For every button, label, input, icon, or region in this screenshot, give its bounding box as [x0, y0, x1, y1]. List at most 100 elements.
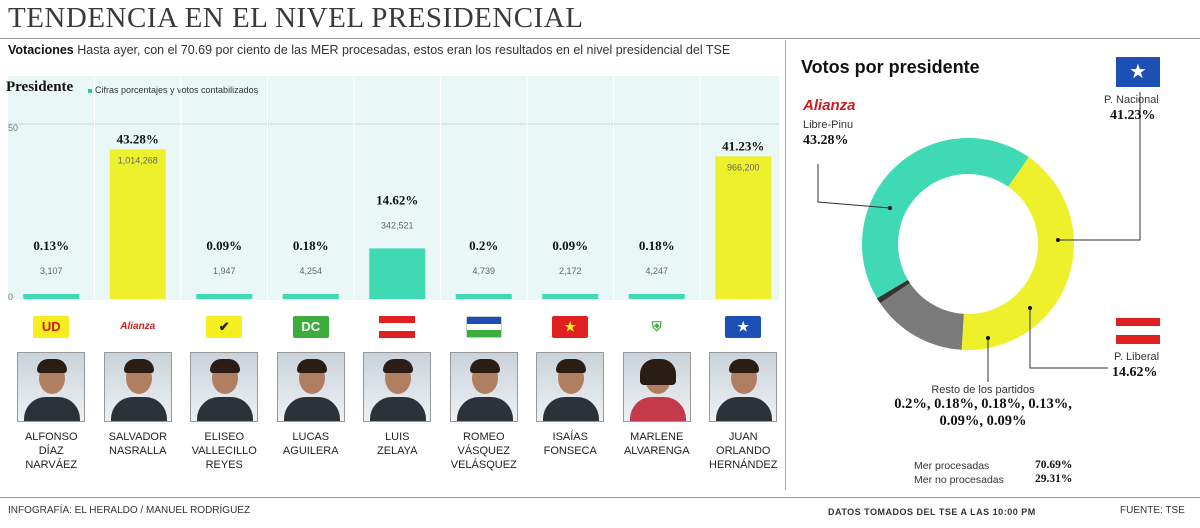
bar: [109, 149, 166, 299]
leader-nacional: [1058, 92, 1141, 241]
bar-votes-label: 4,247: [645, 266, 668, 276]
liberal-flag-icon: [1116, 318, 1160, 344]
bar-pct-label: 0.18%: [293, 238, 329, 253]
bar: [455, 294, 512, 299]
candidate-name-line: DÍAZ: [38, 445, 64, 457]
candidate-name: JUAN ORLANDO HERNÁNDEZ: [698, 430, 788, 472]
candidate-name-line: JUAN: [728, 431, 758, 443]
bar-votes-label: 1,947: [213, 266, 236, 276]
subtitle-bold: Votaciones: [8, 43, 74, 57]
dc-logo: DC: [292, 316, 329, 338]
alianza-pct: 43.28%: [803, 133, 849, 148]
liberal-pct: 14.62%: [1112, 365, 1158, 380]
legend-square-icon: [88, 88, 92, 93]
liberal-flag-logo: [379, 316, 416, 338]
bar-votes-label: 1,014,268: [118, 155, 158, 165]
candidate-name-line: ORLANDO: [716, 445, 771, 457]
subtitle: Votaciones Hasta ayer, con el 70.69 por …: [8, 43, 730, 57]
nacional-pct: 41.23%: [1110, 108, 1156, 123]
legend-note-text: Cifras porcentajes y votos contabilizado…: [95, 85, 259, 95]
nacional-flag-icon: ★: [1116, 57, 1160, 87]
bar-votes-label: 4,739: [472, 266, 495, 276]
alianza-patriotica-flag-logo: [465, 316, 502, 338]
candidate-photo: [709, 352, 778, 422]
mer-procesadas-label: Mer procesadas: [914, 460, 990, 472]
candidate-name-line: ELISEO: [204, 431, 245, 443]
candidate-name: ROMEO VÁSQUEZ VELÁSQUEZ: [439, 430, 529, 472]
bar-pct-label: 0.2%: [469, 238, 498, 253]
donut-chart: [817, 92, 1141, 382]
candidate-name-line: AGUILERA: [282, 445, 339, 457]
leader-dot: [1056, 238, 1060, 242]
liberal-label: P. Liberal: [1114, 351, 1160, 363]
bar: [369, 248, 426, 299]
candidate-name-line: FONSECA: [543, 445, 597, 457]
candidate-photo: [276, 352, 345, 422]
bar-pct-label: 14.62%: [376, 192, 418, 207]
candidate-name-line: NARVÁEZ: [25, 459, 78, 471]
alianza-logo: Alianza: [803, 97, 856, 114]
resto-values-line2: 0.09%, 0.09%: [939, 413, 1027, 429]
bar: [715, 156, 772, 299]
candidate-photo: [622, 352, 691, 422]
candidate-photo: [190, 352, 259, 422]
alianza-label: Libre-Pinu: [803, 119, 854, 131]
candidate-name-line: LUIS: [385, 431, 410, 443]
y-tick-0: 0: [8, 292, 14, 302]
leader-alianza: [817, 164, 891, 209]
bar-chart: 0.13% 3,107 43.28% 1,014,268 0.09% 1,947 0.18%…: [8, 76, 779, 300]
bar-votes-label: 342,521: [381, 220, 414, 230]
bar: [542, 294, 599, 299]
candidate-name: LUCAS AGUILERA: [266, 430, 356, 458]
candidate-photo: [17, 352, 86, 422]
section-divider: [785, 40, 786, 490]
bar: [282, 294, 339, 299]
bar: [23, 294, 80, 299]
donut-title: Votos por presidente: [801, 57, 980, 77]
footer-divider: [0, 497, 1200, 498]
title-divider: [0, 38, 1200, 39]
candidate-photo: [103, 352, 172, 422]
candidate-name-line: VÁSQUEZ: [457, 445, 511, 457]
mer-no-procesadas-value: 29.31%: [1035, 473, 1073, 485]
candidate-name-line: HERNÁNDEZ: [709, 459, 778, 471]
bar-pct-label: 0.09%: [206, 238, 242, 253]
candidate-name-line: VELÁSQUEZ: [450, 459, 517, 471]
resto-block: Resto de los partidos 0.2%, 0.18%, 0.18%…: [868, 384, 1098, 430]
candidate-photo: [536, 352, 605, 422]
nacional-star-logo: ★: [725, 316, 762, 338]
bar-votes-label: 3,107: [40, 266, 63, 276]
subtitle-text: Hasta ayer, con el 70.69 por ciento de l…: [73, 43, 731, 57]
leader-dot: [1028, 306, 1032, 310]
pinu-star-logo: ★: [552, 316, 589, 338]
nacional-label: P. Nacional: [1104, 94, 1159, 106]
page-title: TENDENCIA EN EL NIVEL PRESIDENCIAL: [8, 2, 584, 34]
leader-liberal: [1029, 308, 1108, 369]
candidate-name: LUIS ZELAYA: [352, 430, 442, 458]
donut-slice: [862, 138, 1029, 299]
bar-chart-title: Presidente: [6, 79, 74, 95]
leader-dot: [986, 336, 990, 340]
alianza-logo: Alianza: [119, 316, 156, 338]
candidate-name-line: ISAÍAS: [552, 431, 588, 443]
resto-values-line1: 0.2%, 0.18%, 0.18%, 0.13%,: [894, 396, 1072, 412]
bar-pct-label: 41.23%: [722, 138, 764, 153]
bar-pct-label: 0.18%: [639, 238, 675, 253]
donut-slice: [876, 279, 910, 304]
candidate-name-line: ROMEO: [462, 431, 505, 443]
bar-votes-label: 966,200: [727, 162, 760, 172]
bar: [628, 294, 685, 299]
candidate-name-line: NASRALLA: [109, 445, 167, 457]
resto-label: Resto de los partidos: [931, 384, 1035, 396]
candidate-name-line: REYES: [205, 459, 243, 471]
footer-fuente: FUENTE: TSE: [1120, 505, 1185, 516]
candidate-name: MARLENE ALVARENGA: [612, 430, 702, 458]
candidate-name: ISAÍAS FONSECA: [525, 430, 615, 458]
candidate-name: ELISEO VALLECILLO REYES: [179, 430, 269, 472]
candidate-name-line: LUCAS: [292, 431, 330, 443]
bar-votes-label: 4,254: [299, 266, 322, 276]
candidate-name-line: ALFONSO: [24, 431, 78, 443]
mer-procesadas-value: 70.69%: [1035, 459, 1073, 471]
footer-datos: DATOS TOMADOS DEL TSE A LAS 10:00 PM: [828, 507, 1036, 517]
bar: [196, 294, 253, 299]
